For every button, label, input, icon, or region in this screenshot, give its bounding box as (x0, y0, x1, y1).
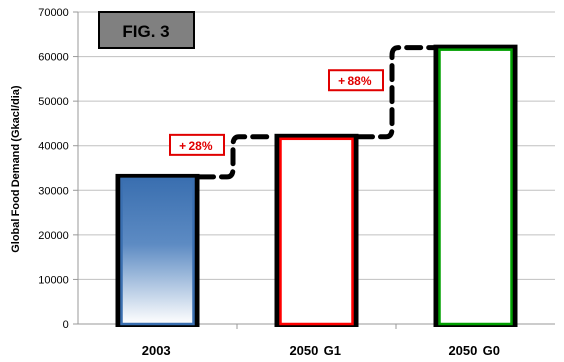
annotations: + 28% + 88% (169, 69, 384, 156)
y-axis-label: Global Food Demand (Gkacl/dia) (10, 83, 22, 253)
y-tick-label: 30000 (38, 185, 71, 197)
step-connector (197, 134, 277, 180)
x-tick-labels: 2003 2050 G1 2050 G0 (142, 324, 503, 358)
bars (115, 44, 518, 328)
y-tick-labels: 0 10000 20000 30000 40000 50000 60000 70… (38, 7, 78, 331)
growth-annotation: + 28% (169, 133, 225, 156)
annotation-label: + 28% (179, 139, 215, 153)
step-connector (356, 45, 436, 140)
annotation-box (169, 133, 225, 156)
y-tick-label: 20000 (38, 230, 71, 242)
figure-label: FIG. 3 (122, 22, 169, 41)
x-tick-label: 2003 (142, 343, 174, 358)
bar (120, 177, 195, 326)
y-tick-label: 70000 (38, 7, 71, 19)
x-tick-label: 2050 G0 (448, 343, 502, 358)
growth-annotation: + 88% (328, 69, 384, 92)
annotation-box (328, 69, 384, 92)
x-tick-label: 2050 G1 (289, 343, 343, 358)
figure-label-box: FIG. 3 (98, 11, 195, 49)
connectors (197, 45, 436, 180)
bar (279, 137, 354, 326)
y-tick-label: 0 (63, 319, 71, 331)
annotation-label: + 88% (338, 74, 374, 88)
y-tick-label: 50000 (38, 96, 71, 108)
bar (438, 48, 513, 326)
y-tick-label: 60000 (38, 52, 71, 64)
y-tick-label: 40000 (38, 141, 71, 153)
y-tick-label: 10000 (38, 274, 71, 286)
